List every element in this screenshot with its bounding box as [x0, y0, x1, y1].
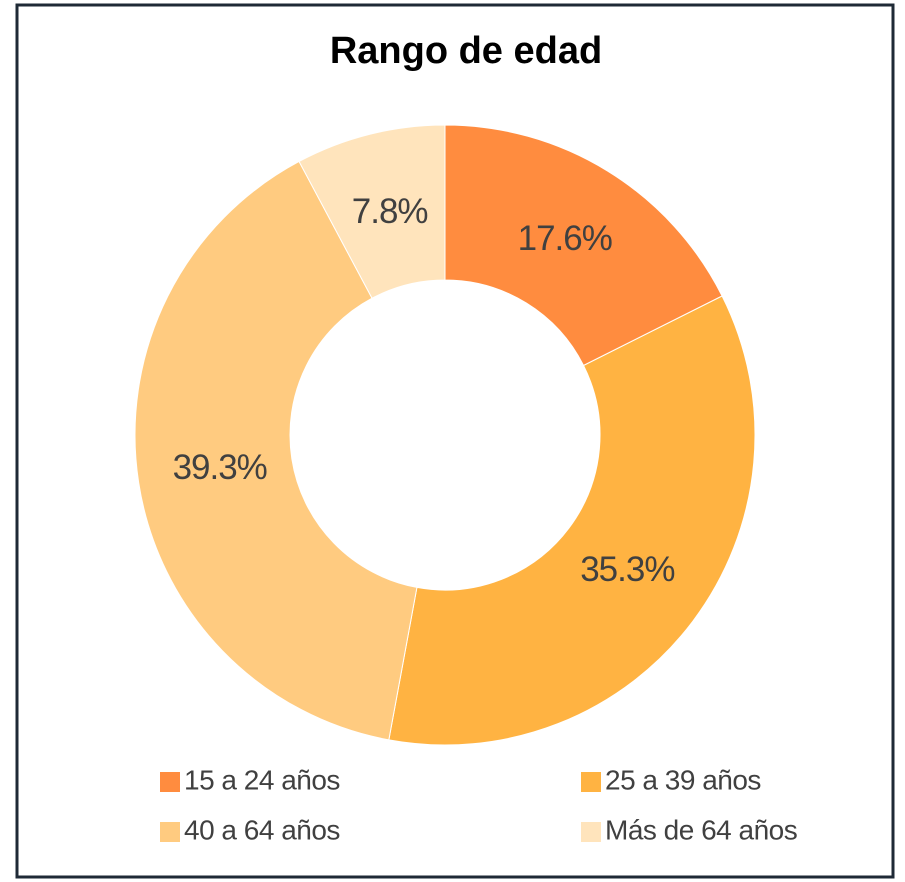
legend-swatch — [581, 822, 601, 842]
legend-swatch — [581, 772, 601, 792]
donut-slice — [298, 124, 446, 299]
legend-swatch — [160, 822, 180, 842]
legend-label: Más de 64 años — [605, 814, 797, 845]
legend-label: 15 a 24 años — [184, 764, 340, 795]
legend-label: 40 a 64 años — [184, 814, 340, 845]
legend-label: 25 a 39 años — [605, 764, 761, 795]
value-label: 7.8% — [352, 192, 428, 231]
value-label: 39.3% — [173, 448, 267, 487]
donut-slice — [444, 124, 723, 367]
legend-swatch — [160, 772, 180, 792]
donut-slice — [388, 295, 756, 746]
donut-slice — [134, 160, 418, 741]
value-label: 17.6% — [518, 219, 612, 258]
chart-title: Rango de edad — [330, 30, 602, 72]
value-label: 35.3% — [580, 550, 674, 589]
